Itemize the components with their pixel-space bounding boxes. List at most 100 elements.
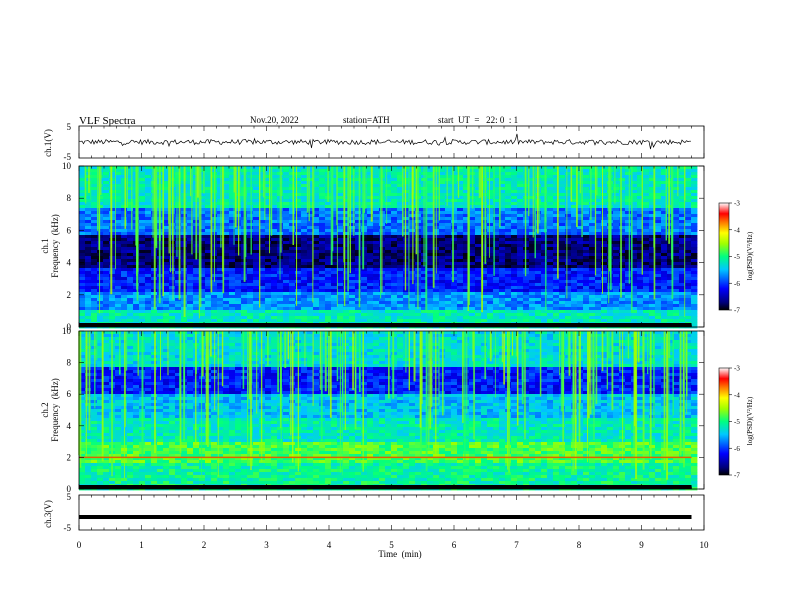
spectrogram-cell: [391, 286, 398, 290]
spectrogram-cell: [247, 220, 254, 224]
spectrogram-cell: [445, 187, 452, 191]
spectrogram-cell: [439, 223, 446, 227]
spectrogram-cell: [229, 172, 236, 176]
spectrogram-cell: [295, 187, 302, 191]
spectrogram-cell: [121, 277, 128, 281]
spectrogram-cell: [493, 178, 500, 182]
spectrogram-cell: [127, 178, 134, 182]
spectrogram-cell: [457, 175, 464, 179]
spectrogram-cell: [553, 172, 560, 176]
spectrogram-cell: [673, 211, 680, 215]
spectrogram-cell: [295, 301, 302, 305]
spectrogram-cell: [427, 259, 434, 263]
spectrogram-cell: [601, 202, 608, 206]
spectrogram-cell: [283, 202, 290, 206]
spectrogram-cell: [385, 265, 392, 269]
spectrogram-cell: [355, 196, 362, 200]
spectrogram-cell: [445, 214, 452, 218]
spectrogram-cell: [187, 280, 194, 284]
spectrogram-cell: [613, 277, 620, 281]
spectrogram-cell: [541, 202, 548, 206]
spectrogram-cell: [259, 202, 266, 206]
spectrogram-cell: [505, 178, 512, 182]
spectrogram-cell: [499, 256, 506, 260]
spectrogram-cell: [643, 304, 650, 308]
spectrogram-cell: [601, 214, 608, 218]
spectrogram-cell: [85, 292, 92, 296]
spectrogram-cell: [223, 298, 230, 302]
spectrogram-cell: [565, 292, 572, 296]
spectrogram-cell: [409, 241, 416, 245]
spectrogram-cell: [679, 220, 686, 224]
spectrogram-cell: [529, 247, 536, 251]
spectrogram-cell: [493, 256, 500, 260]
spectrogram-cell: [139, 286, 146, 290]
spectrogram-cell: [337, 196, 344, 200]
spectrogram-cell: [571, 247, 578, 251]
spectrogram-cell: [127, 292, 134, 296]
spectrogram-cell: [103, 289, 110, 293]
spectrogram-cell: [541, 286, 548, 290]
spectrogram-cell: [289, 259, 296, 263]
spectrogram-cell: [559, 280, 566, 284]
spectrogram-cell: [529, 229, 536, 233]
spectrogram-cell: [439, 259, 446, 263]
spectrogram-cell: [511, 214, 518, 218]
spectrogram-cell: [163, 277, 170, 281]
spectrogram-cell: [601, 244, 608, 248]
spectrogram-cell: [577, 259, 584, 263]
spectrogram-cell: [253, 262, 260, 266]
spectrogram-cell: [655, 280, 662, 284]
spectrogram-cell: [649, 232, 656, 236]
spectrogram-cell: [205, 214, 212, 218]
spectrogram-cell: [529, 220, 536, 224]
spectrogram-cell: [367, 229, 374, 233]
spectrogram-cell: [691, 217, 698, 221]
spectrogram-cell: [199, 199, 206, 203]
spectrogram-cell: [571, 202, 578, 206]
spectrogram-cell: [259, 247, 266, 251]
spectrogram-cell: [637, 187, 644, 191]
spectrogram-cell: [283, 274, 290, 278]
spectrogram-cell: [457, 181, 464, 185]
spectrogram-cell: [205, 199, 212, 203]
spectrogram-cell: [373, 298, 380, 302]
spectrogram-cell: [97, 235, 104, 239]
spectrogram-cell: [577, 205, 584, 209]
spectrogram-cell: [535, 295, 542, 299]
spectrogram-cell: [619, 295, 626, 299]
spectrogram-cell: [673, 196, 680, 200]
spectrogram-cell: [565, 175, 572, 179]
spectrogram-cell: [655, 301, 662, 305]
spectrogram-cell: [517, 301, 524, 305]
spectrogram-cell: [505, 196, 512, 200]
spectrogram-cell: [217, 265, 224, 269]
spectrogram-cell: [205, 211, 212, 215]
spectrogram-cell: [541, 175, 548, 179]
spectrogram-cell: [499, 199, 506, 203]
spectrogram-cell: [637, 205, 644, 209]
spectrogram-cell: [397, 232, 404, 236]
spectrogram-cell: [199, 292, 206, 296]
spectrogram-cell: [265, 247, 272, 251]
spectrogram-cell: [529, 253, 536, 257]
spectrogram-cell: [337, 223, 344, 227]
spectrogram-cell: [595, 217, 602, 221]
spectrogram-cell: [625, 244, 632, 248]
spectrogram-cell: [313, 211, 320, 215]
spectrogram-cell: [283, 166, 290, 170]
spectrogram-cell: [127, 187, 134, 191]
spectrogram-cell: [451, 193, 458, 197]
spectrogram-cell: [577, 286, 584, 290]
spectrogram-cell: [613, 178, 620, 182]
spectrogram-cell: [139, 184, 146, 188]
spectrogram-cell: [493, 277, 500, 281]
spectrogram-cell: [583, 283, 590, 287]
spectrogram-cell: [127, 193, 134, 197]
spectrogram-cell: [301, 244, 308, 248]
spectrogram-cell: [613, 169, 620, 173]
spectrogram-cell: [259, 172, 266, 176]
spectrogram-cell: [307, 196, 314, 200]
spectrogram-cell: [619, 265, 626, 269]
spectrogram-cell: [319, 277, 326, 281]
